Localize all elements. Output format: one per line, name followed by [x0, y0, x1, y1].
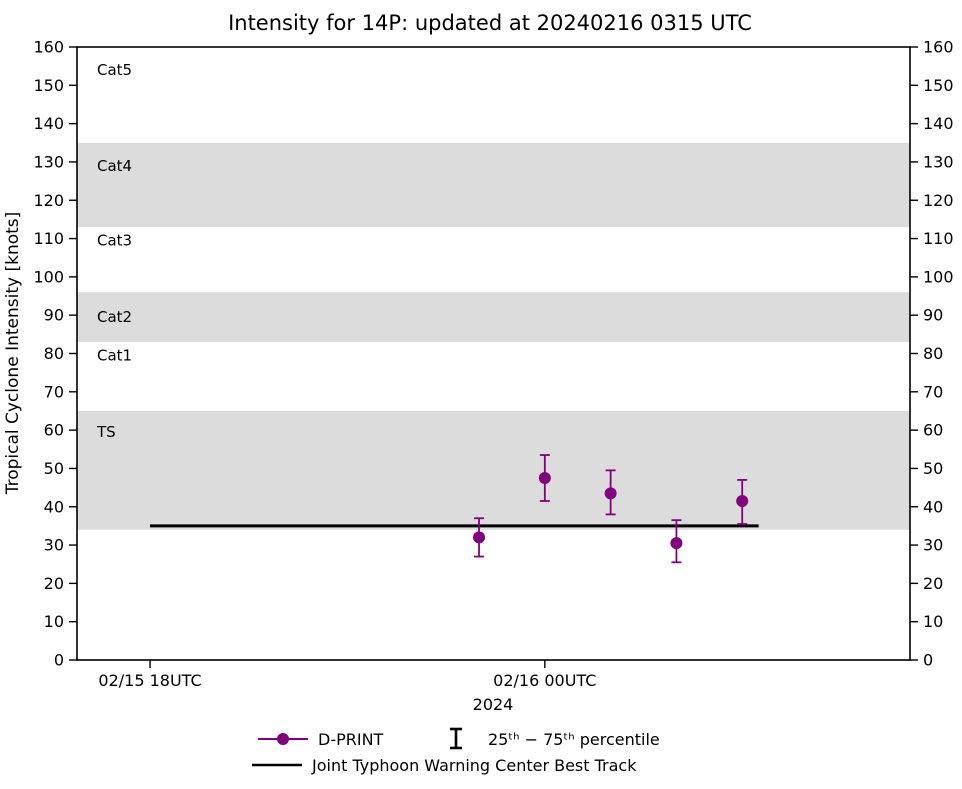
y-tick-label-right: 20: [923, 574, 943, 593]
y-axis-label: Tropical Cyclone Intensity [knots]: [3, 212, 23, 496]
legend: D-PRINT 25ᵗʰ − 75ᵗʰ percentile Joint Typ…: [252, 727, 660, 775]
y-tick-label-left: 120: [33, 191, 64, 210]
y-tick-label-left: 130: [33, 152, 64, 171]
y-tick-label-right: 130: [923, 152, 954, 171]
legend-besttrack-label: Joint Typhoon Warning Center Best Track: [311, 756, 637, 775]
y-tick-label-left: 110: [33, 229, 64, 248]
category-label-ts: TS: [96, 423, 116, 441]
category-label-cat1: Cat1: [97, 346, 132, 364]
category-band-cat2: [77, 292, 910, 343]
y-tick-label-left: 80: [44, 344, 64, 363]
y-tick-label-right: 160: [923, 38, 954, 57]
y-tick-label-left: 10: [44, 612, 64, 631]
y-tick-label-right: 60: [923, 421, 943, 440]
y-tick-label-right: 150: [923, 76, 954, 95]
plot-area: Cat5 Cat4 Cat3 Cat2 Cat1 TS 0 0 10 10 20 20 30 30 40 40…: [33, 38, 953, 691]
y-tick-label-right: 140: [923, 114, 954, 133]
forecast-data-point: [736, 495, 749, 508]
x-tick-label: 02/15 18UTC: [98, 671, 201, 690]
y-tick-label-right: 120: [923, 191, 954, 210]
category-band-cat4: [77, 142, 910, 228]
y-tick-label-left: 70: [44, 382, 64, 401]
y-tick-label-left: 0: [54, 651, 64, 670]
y-tick-label-right: 40: [923, 497, 943, 516]
y-tick-label-left: 100: [33, 267, 64, 286]
category-label-cat5: Cat5: [97, 61, 132, 79]
y-tick-label-right: 30: [923, 536, 943, 555]
category-label-cat3: Cat3: [97, 231, 132, 249]
y-tick-label-right: 80: [923, 344, 943, 363]
chart-title: Intensity for 14P: updated at 20240216 0…: [228, 11, 752, 35]
y-tick-label-left: 40: [44, 497, 64, 516]
legend-percentile-errorbar-icon: [450, 727, 462, 750]
forecast-data-point: [538, 472, 551, 485]
y-tick-label-left: 50: [44, 459, 64, 478]
y-tick-label-right: 70: [923, 382, 943, 401]
y-tick-label-left: 150: [33, 76, 64, 95]
forecast-data-point: [670, 537, 683, 550]
legend-dprint-marker: [277, 733, 289, 745]
y-tick-label-right: 50: [923, 459, 943, 478]
y-tick-label-left: 90: [44, 306, 64, 325]
y-tick-label-right: 110: [923, 229, 954, 248]
category-label-cat2: Cat2: [97, 308, 132, 326]
y-tick-label-left: 30: [44, 536, 64, 555]
category-band-ts: [77, 410, 910, 530]
y-tick-label-right: 100: [923, 267, 954, 286]
y-tick-label-right: 90: [923, 306, 943, 325]
plot-border: [76, 46, 911, 661]
x-axis-year-label: 2024: [473, 695, 514, 714]
forecast-data-point: [604, 487, 617, 500]
legend-dprint-label: D-PRINT: [318, 730, 384, 749]
y-tick-label-left: 160: [33, 38, 64, 57]
y-tick-label-left: 60: [44, 421, 64, 440]
category-label-cat4: Cat4: [97, 157, 132, 175]
forecast-data-point: [473, 531, 486, 544]
x-tick-label: 02/16 00UTC: [493, 671, 596, 690]
y-tick-label-left: 20: [44, 574, 64, 593]
y-tick-label-right: 10: [923, 612, 943, 631]
y-tick-label-left: 140: [33, 114, 64, 133]
legend-percentile-label: 25ᵗʰ − 75ᵗʰ percentile: [488, 730, 660, 749]
y-tick-label-right: 0: [923, 651, 933, 670]
